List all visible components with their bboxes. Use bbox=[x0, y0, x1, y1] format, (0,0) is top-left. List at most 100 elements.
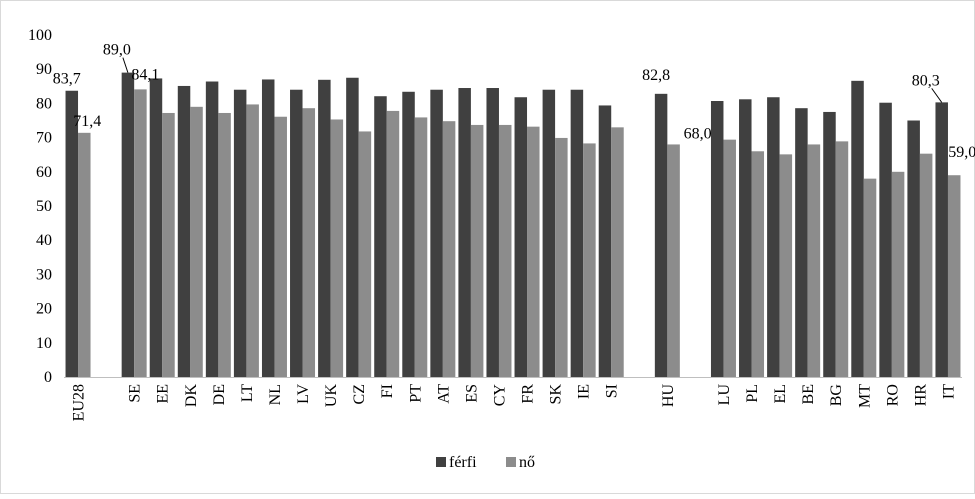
x-tick-label: SK bbox=[548, 384, 565, 405]
bar bbox=[795, 108, 808, 378]
x-tick-label: NL bbox=[267, 384, 284, 405]
x-tick-label: LU bbox=[716, 384, 733, 406]
x-tick-label: HR bbox=[912, 384, 929, 407]
bar bbox=[514, 97, 528, 377]
y-tick-label: 100 bbox=[28, 27, 52, 44]
bar bbox=[751, 151, 765, 377]
bar bbox=[807, 144, 821, 377]
y-tick-label: 10 bbox=[36, 335, 52, 352]
bar bbox=[414, 117, 428, 377]
x-tick-label: BE bbox=[800, 384, 817, 404]
data-label: 83,7 bbox=[53, 71, 81, 88]
x-tick-label: EE bbox=[155, 384, 172, 404]
bar bbox=[947, 175, 961, 377]
x-tick-label: UK bbox=[323, 384, 340, 408]
x-tick-label: IE bbox=[576, 384, 593, 399]
bar bbox=[134, 89, 147, 378]
bar bbox=[261, 79, 275, 378]
x-tick-label: HU bbox=[660, 384, 677, 408]
bar bbox=[935, 102, 948, 378]
bar bbox=[190, 106, 203, 377]
y-tick-label: 60 bbox=[36, 164, 52, 181]
x-tick-label: CZ bbox=[351, 384, 368, 404]
bar bbox=[233, 89, 247, 377]
bar bbox=[879, 102, 892, 377]
data-label: 59,0 bbox=[948, 144, 975, 161]
bar bbox=[162, 112, 175, 377]
legend-swatch bbox=[506, 457, 516, 467]
y-tick-label: 90 bbox=[36, 61, 52, 78]
bar bbox=[330, 119, 344, 377]
bar bbox=[891, 171, 905, 377]
data-label-leader bbox=[122, 57, 129, 73]
x-tick-label: SI bbox=[604, 384, 621, 398]
y-tick-label: 0 bbox=[44, 369, 52, 386]
data-label-leader bbox=[931, 88, 943, 103]
bar bbox=[302, 108, 316, 378]
bar bbox=[570, 89, 584, 377]
x-tick-label: EL bbox=[772, 384, 789, 404]
bar bbox=[542, 89, 556, 377]
x-tick-label: DE bbox=[211, 384, 228, 405]
data-label: 68,0 bbox=[684, 125, 712, 142]
y-tick-label: 30 bbox=[36, 266, 52, 283]
x-tick-label: LV bbox=[295, 384, 312, 404]
x-tick-label: FI bbox=[379, 384, 396, 398]
x-tick-label: BG bbox=[828, 384, 845, 407]
bar bbox=[767, 97, 780, 377]
data-label-layer: 83,7 71,4 89,084,1 82,8 68,0 80,3 59,0 bbox=[53, 42, 975, 162]
bar bbox=[583, 143, 596, 377]
bar bbox=[290, 89, 303, 377]
bar bbox=[121, 72, 135, 378]
bar bbox=[458, 88, 471, 377]
x-tick-label: DK bbox=[183, 384, 200, 408]
y-tick-label: 70 bbox=[36, 130, 52, 147]
bar bbox=[779, 154, 793, 377]
bar bbox=[274, 116, 287, 377]
bar bbox=[498, 124, 512, 377]
bar bbox=[527, 126, 540, 377]
x-tick-label: LT bbox=[239, 384, 256, 402]
x-tick-label: EU28 bbox=[71, 384, 88, 421]
bar bbox=[598, 105, 612, 378]
bar bbox=[205, 81, 219, 378]
legend: férfi nő bbox=[436, 454, 535, 471]
axis-layer: 0 10 20 30 40 50 60 70 80 90 100 EU28 SE EE DK DE LT NL LV… bbox=[28, 27, 962, 421]
bar bbox=[710, 101, 724, 378]
x-tick-label: FR bbox=[520, 384, 537, 404]
bar bbox=[65, 90, 79, 377]
bar bbox=[555, 137, 568, 377]
bar bbox=[863, 178, 877, 377]
bar bbox=[907, 120, 920, 377]
bar bbox=[78, 132, 91, 377]
y-tick-label: 40 bbox=[36, 232, 52, 249]
bar bbox=[402, 91, 415, 377]
legend-label: nő bbox=[519, 454, 535, 471]
bar bbox=[218, 112, 231, 377]
bar bbox=[246, 104, 259, 378]
bar bbox=[667, 144, 680, 377]
bar bbox=[835, 141, 849, 377]
x-tick-label: MT bbox=[856, 384, 873, 408]
x-tick-label: PT bbox=[407, 384, 424, 403]
bar bbox=[654, 93, 668, 377]
y-tick-label: 80 bbox=[36, 95, 52, 112]
x-tick-label: PL bbox=[744, 384, 761, 403]
x-tick-label: AT bbox=[435, 384, 452, 404]
bar bbox=[919, 153, 933, 377]
bar bbox=[486, 88, 499, 377]
bar bbox=[346, 77, 359, 377]
data-label: 71,4 bbox=[73, 113, 101, 130]
bar bbox=[386, 110, 400, 377]
y-tick-label: 50 bbox=[36, 198, 52, 215]
legend-swatch bbox=[436, 457, 446, 467]
bar bbox=[723, 139, 736, 377]
bar bbox=[442, 121, 456, 378]
bar bbox=[470, 124, 484, 377]
data-label: 89,0 bbox=[103, 42, 131, 59]
x-tick-label: IT bbox=[940, 384, 957, 399]
bar bbox=[358, 131, 372, 377]
x-tick-label: SE bbox=[127, 384, 144, 403]
